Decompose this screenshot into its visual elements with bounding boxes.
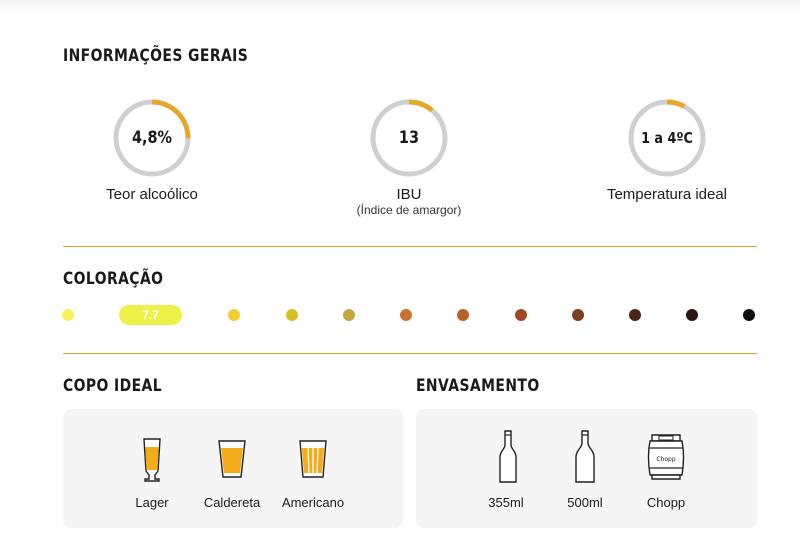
caldereta-label: Caldereta <box>203 495 261 510</box>
temperature-value: 1 a 4ºC <box>641 129 693 147</box>
color-swatch <box>62 309 74 321</box>
color-swatch <box>743 309 755 321</box>
color-swatch <box>400 309 412 321</box>
alcohol-value: 4,8% <box>131 128 173 148</box>
selected-color-pill: 7.7 <box>119 305 182 325</box>
americano-glass-icon <box>268 439 358 479</box>
color-swatch <box>686 309 698 321</box>
ibu-gauge: 13 <box>369 98 449 178</box>
temperature-label: Temperatura ideal <box>606 186 728 203</box>
glass-card: Lager Caldereta Americano <box>63 409 403 528</box>
temperature-gauge-ring <box>628 99 706 177</box>
color-swatch <box>228 309 240 321</box>
bottle-355-icon <box>463 429 553 485</box>
section-title-packaging: ENVASAMENTO <box>416 376 540 396</box>
alcohol-gauge-ring <box>113 99 191 177</box>
svg-text:Chopp: Chopp <box>656 456 675 463</box>
section-title-general: INFORMAÇÕES GERAIS <box>63 46 249 66</box>
color-swatch <box>286 309 298 321</box>
color-swatch <box>629 309 641 321</box>
alcohol-gauge: 4,8% <box>112 98 192 178</box>
alcohol-label: Teor alcoólico <box>106 186 198 203</box>
temperature-gauge: 1 a 4ºC <box>627 98 707 178</box>
section-title-glass: COPO IDEAL <box>63 376 163 396</box>
color-swatch <box>343 309 355 321</box>
bottle-500-icon <box>540 429 630 485</box>
americano-label: Americano <box>281 495 345 510</box>
ibu-sublabel: (Índice de amargor) <box>356 203 462 217</box>
packaging-card: 355ml 500ml Chopp Chopp <box>416 409 757 528</box>
divider <box>63 246 757 247</box>
ibu-value: 13 <box>398 128 420 148</box>
lager-label: Lager <box>135 495 169 510</box>
lager-glass-icon <box>107 435 197 483</box>
bottle-355-label: 355ml <box>488 495 524 510</box>
color-swatch <box>457 309 469 321</box>
keg-icon: Chopp <box>621 431 711 481</box>
ibu-label: IBU <box>396 186 422 203</box>
top-strip <box>0 0 800 14</box>
color-swatch <box>572 309 584 321</box>
section-title-color: COLORAÇÃO <box>63 269 164 289</box>
caldereta-glass-icon <box>187 439 277 479</box>
keg-label: Chopp <box>646 495 686 510</box>
ibu-gauge-ring <box>370 99 448 177</box>
color-swatch <box>515 309 527 321</box>
divider <box>63 353 757 354</box>
bottle-500-label: 500ml <box>567 495 603 510</box>
